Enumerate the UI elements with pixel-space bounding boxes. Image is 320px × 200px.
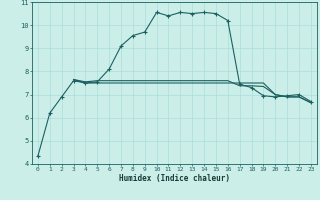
X-axis label: Humidex (Indice chaleur): Humidex (Indice chaleur) xyxy=(119,174,230,183)
